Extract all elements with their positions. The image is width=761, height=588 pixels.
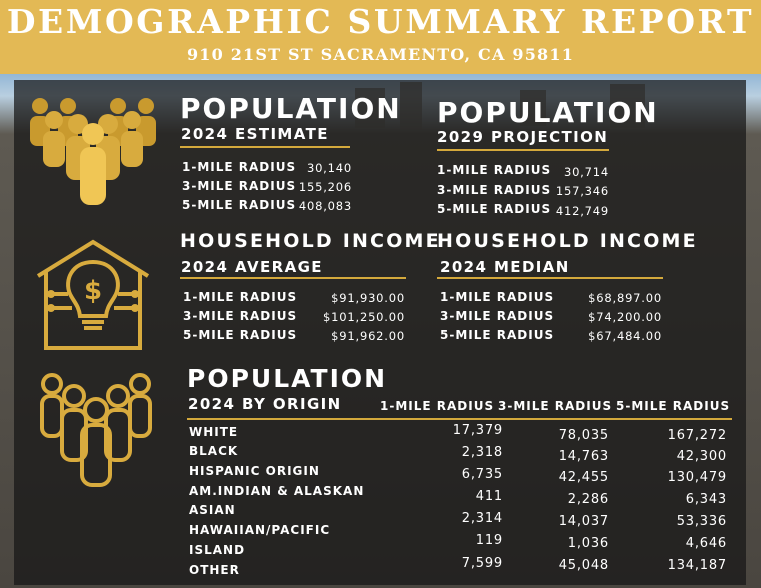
origin-value: 53,336 bbox=[676, 514, 727, 529]
population-2024-title: POPULATION bbox=[180, 92, 402, 125]
income-avg-row-3-label: 5-MILE RADIUS bbox=[183, 328, 298, 342]
origin-row-label: ASIAN bbox=[189, 503, 236, 517]
divider bbox=[437, 149, 609, 151]
origin-value: 7,599 bbox=[461, 556, 503, 571]
origin-subtitle: 2024 BY ORIGIN bbox=[188, 395, 342, 413]
origin-column-header-1: 1-MILE RADIUS bbox=[380, 399, 495, 413]
origin-row-label: BLACK bbox=[189, 444, 239, 458]
pop2029-row-1-value: 30,714 bbox=[563, 165, 609, 179]
origin-row-label: ISLAND bbox=[189, 543, 246, 557]
income-med-row-3-value: $67,484.00 bbox=[588, 329, 662, 343]
income-median-title: HOUSEHOLD INCOME bbox=[437, 230, 698, 252]
origin-value: 1,036 bbox=[567, 536, 609, 551]
origin-value: 130,479 bbox=[667, 470, 727, 485]
origin-value: 2,318 bbox=[461, 445, 503, 460]
pop2029-row-2-label: 3-MILE RADIUS bbox=[437, 183, 552, 197]
pop2024-row-3-label: 5-MILE RADIUS bbox=[182, 198, 297, 212]
report-address: 910 21ST ST SACRAMENTO, CA 95811 bbox=[186, 45, 575, 64]
header-banner: DEMOGRAPHIC SUMMARY REPORT 910 21ST ST S… bbox=[0, 0, 761, 74]
pop2029-row-2-value: 157,346 bbox=[555, 184, 609, 198]
pop2024-row-3-value: 408,083 bbox=[298, 199, 352, 213]
population-2029-title: POPULATION bbox=[437, 96, 659, 129]
origin-value: 14,037 bbox=[558, 514, 609, 529]
income-average-title: HOUSEHOLD INCOME bbox=[180, 230, 441, 252]
income-average-subtitle: 2024 AVERAGE bbox=[181, 258, 323, 276]
pop2024-row-1-label: 1-MILE RADIUS bbox=[182, 160, 297, 174]
people-group-icon bbox=[30, 98, 156, 205]
svg-text:$: $ bbox=[84, 276, 102, 306]
divider bbox=[180, 146, 350, 148]
pop2029-row-3-value: 412,749 bbox=[555, 204, 609, 218]
origin-row-label: HISPANIC ORIGIN bbox=[189, 464, 320, 478]
income-avg-row-2-label: 3-MILE RADIUS bbox=[183, 309, 298, 323]
origin-value: 78,035 bbox=[558, 428, 609, 443]
house-lightbulb-dollar-icon: $ bbox=[36, 239, 150, 350]
pop2024-row-2-label: 3-MILE RADIUS bbox=[182, 179, 297, 193]
origin-value: 6,343 bbox=[685, 492, 727, 507]
income-med-row-2-value: $74,200.00 bbox=[588, 310, 662, 324]
income-med-row-2-label: 3-MILE RADIUS bbox=[440, 309, 555, 323]
report-title: DEMOGRAPHIC SUMMARY REPORT bbox=[6, 2, 755, 41]
origin-value: 6,735 bbox=[461, 467, 503, 482]
income-avg-row-1-value: $91,930.00 bbox=[331, 291, 405, 305]
income-med-row-1-label: 1-MILE RADIUS bbox=[440, 290, 555, 304]
origin-value: 45,048 bbox=[558, 558, 609, 573]
divider bbox=[180, 277, 406, 279]
origin-row-label: WHITE bbox=[189, 425, 239, 439]
divider bbox=[187, 418, 732, 420]
origin-value: 411 bbox=[475, 489, 503, 504]
origin-column-header-3: 5-MILE RADIUS bbox=[616, 399, 731, 413]
origin-row-label: HAWAIIAN/PACIFIC bbox=[189, 523, 331, 537]
income-med-row-1-value: $68,897.00 bbox=[588, 291, 662, 305]
pop2029-row-3-label: 5-MILE RADIUS bbox=[437, 202, 552, 216]
origin-value: 42,455 bbox=[558, 470, 609, 485]
population-2029-subtitle: 2029 PROJECTION bbox=[437, 128, 609, 146]
origin-value: 2,314 bbox=[461, 511, 503, 526]
origin-row-label: AM.INDIAN & ALASKAN bbox=[189, 484, 365, 498]
population-2024-subtitle: 2024 ESTIMATE bbox=[181, 125, 329, 143]
origin-value: 167,272 bbox=[667, 428, 727, 443]
income-median-subtitle: 2024 MEDIAN bbox=[440, 258, 570, 276]
origin-value: 2,286 bbox=[567, 492, 609, 507]
income-avg-row-3-value: $91,962.00 bbox=[331, 329, 405, 343]
income-med-row-3-label: 5-MILE RADIUS bbox=[440, 328, 555, 342]
income-avg-row-1-label: 1-MILE RADIUS bbox=[183, 290, 298, 304]
origin-value: 134,187 bbox=[667, 558, 727, 573]
divider bbox=[437, 277, 663, 279]
origin-column-header-2: 3-MILE RADIUS bbox=[498, 399, 613, 413]
origin-value: 14,763 bbox=[558, 449, 609, 464]
pop2029-row-1-label: 1-MILE RADIUS bbox=[437, 163, 552, 177]
origin-value: 119 bbox=[475, 533, 503, 548]
origin-row-label: OTHER bbox=[189, 563, 240, 577]
origin-value: 17,379 bbox=[452, 423, 503, 438]
origin-value: 42,300 bbox=[676, 449, 727, 464]
origin-title: POPULATION bbox=[187, 364, 388, 393]
pop2024-row-1-value: 30,140 bbox=[306, 161, 352, 175]
people-outline-group-icon bbox=[40, 373, 152, 487]
pop2024-row-2-value: 155,206 bbox=[298, 180, 352, 194]
income-avg-row-2-value: $101,250.00 bbox=[323, 310, 405, 324]
origin-value: 4,646 bbox=[685, 536, 727, 551]
